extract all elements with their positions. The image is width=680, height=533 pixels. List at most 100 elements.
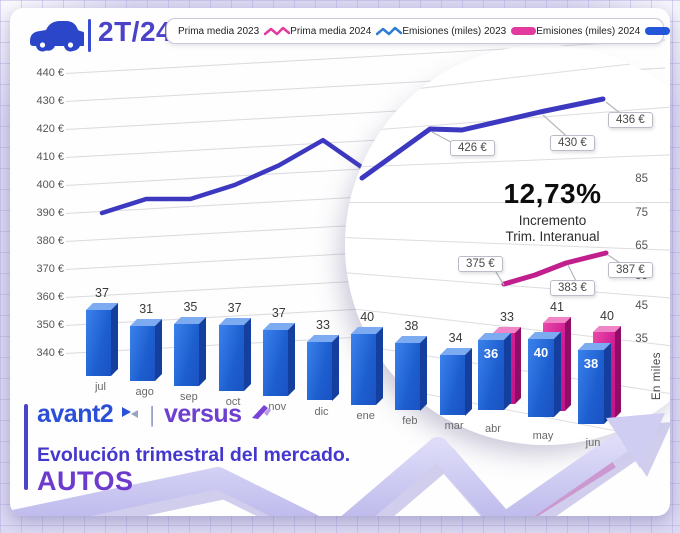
y-left-tick: 390 €: [36, 207, 64, 219]
callout-prima-2024-0: 426 €: [450, 140, 495, 156]
y-left-tick: 430 €: [36, 95, 64, 107]
bar-face: [528, 339, 554, 417]
car-icon: [26, 15, 87, 60]
legend-item-2: Emisiones (miles) 2023: [402, 25, 537, 37]
bar-blue-jun: [578, 342, 611, 424]
bar-blue-ago: [130, 318, 163, 381]
month-label-abr: abr: [485, 423, 501, 435]
bar-value-dic: 33: [316, 317, 330, 332]
callout-prima-2023-2: 387 €: [608, 262, 653, 278]
bar-blue-abr: [478, 332, 511, 410]
bar-face: [478, 339, 504, 410]
bar-side-face: [376, 327, 384, 406]
bar-side-face: [464, 347, 472, 416]
bar-side-face: [243, 317, 251, 391]
bar-side-face: [420, 335, 428, 411]
bar-value-mar: 34: [448, 330, 463, 345]
bar-side-face: [199, 316, 207, 386]
bar-face: [218, 324, 244, 391]
y-right-tick: 65: [635, 240, 648, 252]
bar-face: [262, 329, 288, 396]
y-left-tick: 440 €: [36, 67, 64, 79]
month-label-jul: jul: [94, 381, 106, 393]
bar-value-jul: 37: [95, 286, 109, 301]
bar-side-face: [615, 326, 621, 418]
month-label-feb: feb: [402, 415, 418, 428]
chart-legend: Prima media 2023 Prima media 2024 Emisione…: [166, 18, 670, 44]
bar-side-face: [554, 332, 561, 417]
y-right-tick: 35: [635, 333, 648, 345]
bar-value-feb: 38: [404, 318, 419, 333]
report-title: AUTOS: [37, 466, 134, 496]
legend-label: Emisiones (miles) 2023: [402, 25, 507, 37]
legend-line-swatch: [264, 26, 291, 35]
y-left-tick: 400 €: [36, 179, 64, 191]
bar-blue-mar: [439, 347, 472, 416]
y-left-tick: 380 €: [36, 235, 64, 247]
bar-value-oct: 37: [227, 300, 242, 315]
magnifier-gridlines: [345, 45, 670, 445]
y-right-tick: 85: [635, 173, 648, 185]
increment-percentage: 12,73%: [503, 178, 602, 209]
right-axis-title: En miles: [651, 352, 663, 401]
bar-side-face: [515, 327, 521, 404]
gridline-lens: [345, 202, 670, 203]
bar-blue-jul: [86, 303, 118, 376]
bar-value-nov: 37: [271, 305, 286, 320]
legend-bar-swatch: [645, 27, 670, 35]
bar-side-face: [604, 342, 611, 424]
brand-versus: versus: [163, 400, 242, 428]
period-label: 2T/24: [98, 16, 173, 47]
legend-label: Emisiones (miles) 2024: [536, 25, 641, 37]
bar-face: [174, 323, 200, 386]
legend-bar-swatch: [511, 27, 537, 35]
bar-side-face: [504, 332, 511, 410]
month-label-mar: mar: [444, 420, 464, 433]
callout-prima-2023-0: 375 €: [458, 256, 503, 272]
y-left-tick: 350 €: [36, 319, 64, 331]
versus-logo-icon: [251, 404, 272, 426]
bar-value-inside-abr: 36: [483, 345, 499, 361]
brand-avant2: avant2: [37, 400, 114, 428]
bar-face: [86, 310, 111, 376]
bar-value-inside-may: 40: [533, 345, 549, 360]
month-label-oct: oct: [225, 395, 241, 408]
gridline-lens: [345, 45, 670, 101]
bar-value-sep: 35: [183, 299, 198, 314]
bar-face: [351, 334, 377, 406]
highlight-block: 12,73% Incremento Trim. Interanual: [465, 178, 640, 245]
y-left-tick: 370 €: [36, 263, 64, 275]
legend-label: Prima media 2023: [178, 25, 260, 37]
y-right-tick: 45: [635, 300, 648, 312]
header-divider: [88, 19, 91, 52]
bar-blue-feb: [395, 335, 428, 411]
avant2-logo-icon: [122, 404, 140, 426]
bar-value-ene: 40: [360, 310, 375, 325]
legend-line-swatch: [376, 26, 403, 35]
report-subtitle: Evolución trimestral del mercado.: [37, 444, 351, 466]
month-label-jun: jun: [585, 437, 601, 449]
increment-caption-line1: Incremento: [518, 213, 587, 228]
bar-blue-oct: [218, 317, 251, 391]
legend-label: Prima media 2024: [290, 25, 372, 37]
bar-value-inside-jun: 38: [583, 355, 599, 371]
brand-divider: |: [149, 401, 155, 427]
month-label-may: may: [532, 430, 554, 442]
bar-value-jun: 40: [600, 309, 614, 323]
bar-value-may: 41: [550, 299, 564, 314]
y-left-tick: 340 €: [36, 347, 64, 359]
month-label-nov: nov: [268, 400, 287, 413]
month-label-dic: dic: [314, 405, 329, 418]
bar-face: [395, 342, 421, 411]
bar-value-abr: 33: [500, 310, 514, 325]
callout-prima-2024-2: 436 €: [608, 112, 653, 128]
y-left-tick: 410 €: [36, 151, 64, 163]
bar-side-face: [332, 334, 339, 401]
bar-face: [578, 349, 604, 424]
month-label-ene: ene: [356, 410, 375, 423]
y-left-tick: 420 €: [36, 123, 64, 135]
branding-accent-bar: [24, 404, 28, 490]
growth-arrow-magenta-accent: [502, 448, 616, 516]
y-right-tick: 75: [635, 207, 648, 219]
